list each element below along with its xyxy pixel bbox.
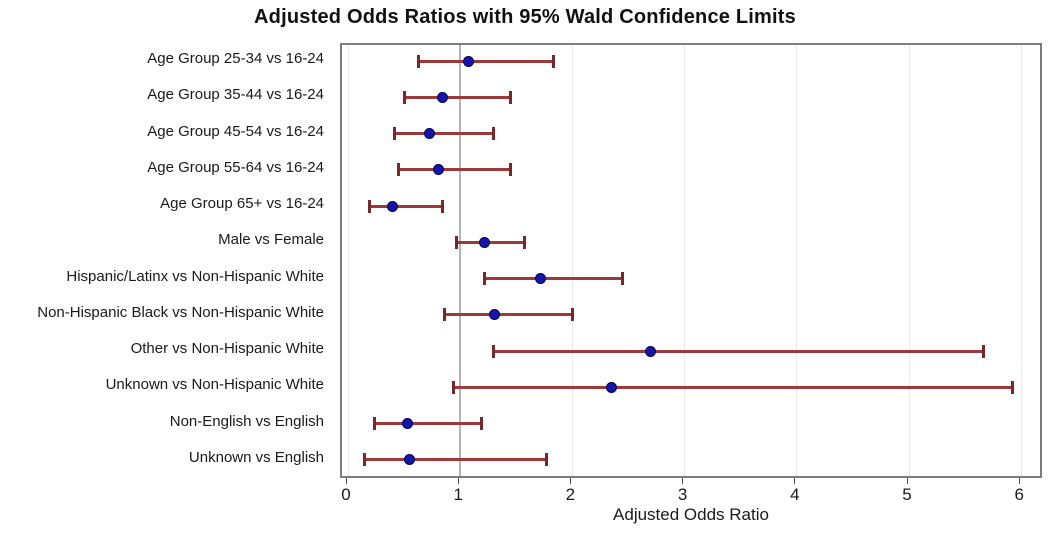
ci-cap-lower bbox=[455, 235, 459, 249]
ci-bar bbox=[484, 277, 623, 281]
x-tick-label: 1 bbox=[453, 485, 463, 504]
category-label: Non-English vs English bbox=[169, 412, 324, 430]
x-tick-mark bbox=[345, 478, 347, 484]
x-tick-mark bbox=[1018, 478, 1020, 484]
ci-cap-lower bbox=[492, 344, 496, 358]
ci-cap-lower bbox=[417, 54, 421, 68]
x-tick-label: 6 bbox=[1014, 485, 1024, 504]
x-tick-label: 3 bbox=[677, 485, 688, 504]
x-tick-label: 0 bbox=[341, 485, 351, 504]
ci-cap-upper bbox=[545, 453, 549, 467]
ci-bar bbox=[398, 168, 511, 172]
gridline-x-5 bbox=[908, 45, 910, 476]
gridline-x-3 bbox=[684, 45, 686, 476]
y-axis-category-labels: Age Group 25-34 vs 16-24 Age Group 35-44 … bbox=[0, 0, 330, 540]
ci-cap-lower bbox=[396, 163, 400, 177]
category-label: Male vs Female bbox=[218, 231, 324, 249]
ci-bar bbox=[369, 204, 443, 208]
gridline-x-4 bbox=[796, 45, 798, 476]
x-tick-mark bbox=[794, 478, 796, 484]
x-axis-title: Adjusted Odds Ratio bbox=[613, 505, 769, 524]
ci-bar bbox=[493, 349, 984, 353]
ci-cap-upper bbox=[570, 308, 574, 322]
ci-cap-upper bbox=[981, 344, 985, 358]
x-tick-mark bbox=[569, 478, 571, 484]
ci-bar bbox=[374, 422, 482, 426]
category-label: Age Group 65+ vs 16-24 bbox=[160, 195, 324, 213]
plot-area bbox=[340, 43, 1042, 478]
ci-cap-upper bbox=[551, 54, 555, 68]
or-marker bbox=[436, 91, 448, 103]
category-label: Age Group 25-34 vs 16-24 bbox=[147, 50, 324, 68]
ci-cap-upper bbox=[509, 163, 513, 177]
ci-bar bbox=[444, 313, 573, 317]
ci-cap-lower bbox=[367, 199, 371, 213]
ci-cap-lower bbox=[442, 308, 446, 322]
or-marker bbox=[387, 200, 399, 212]
gridline-x-6 bbox=[1020, 45, 1022, 476]
or-marker bbox=[404, 454, 416, 466]
or-marker bbox=[606, 381, 618, 393]
ci-cap-upper bbox=[1010, 380, 1014, 394]
ci-cap-upper bbox=[522, 235, 526, 249]
ci-bar bbox=[418, 59, 554, 63]
ci-cap-upper bbox=[621, 272, 625, 286]
gridline-x-0 bbox=[347, 45, 349, 476]
or-marker bbox=[401, 418, 413, 430]
ci-bar bbox=[453, 385, 1013, 389]
category-label: Non-Hispanic Black vs Non-Hispanic White bbox=[37, 303, 324, 321]
category-label: Other vs Non-Hispanic White bbox=[130, 340, 324, 358]
ci-bar bbox=[364, 458, 547, 462]
x-tick-label: 2 bbox=[565, 485, 576, 504]
category-label: Age Group 35-44 vs 16-24 bbox=[147, 86, 324, 104]
category-label: Hispanic/Latinx vs Non-Hispanic White bbox=[66, 267, 324, 285]
ci-cap-lower bbox=[373, 417, 377, 431]
or-marker bbox=[645, 345, 657, 357]
ci-bar bbox=[404, 95, 511, 99]
category-label: Unknown vs Non-Hispanic White bbox=[105, 376, 324, 394]
x-tick-mark bbox=[906, 478, 908, 484]
chart-title: Adjusted Odds Ratios with 95% Wald Confi… bbox=[254, 6, 796, 28]
reference-line bbox=[458, 45, 462, 476]
ci-cap-lower bbox=[402, 90, 406, 104]
or-marker bbox=[535, 273, 547, 285]
ci-cap-upper bbox=[509, 90, 513, 104]
ci-cap-lower bbox=[451, 380, 455, 394]
x-tick-mark bbox=[682, 478, 684, 484]
or-marker bbox=[479, 236, 491, 248]
category-label: Age Group 55-64 vs 16-24 bbox=[147, 158, 324, 176]
ci-bar bbox=[456, 240, 525, 244]
x-tick-label: 4 bbox=[790, 485, 800, 504]
category-label: Unknown vs English bbox=[188, 448, 324, 466]
ci-cap-upper bbox=[440, 199, 444, 213]
or-marker bbox=[462, 55, 474, 67]
gridline-x-2 bbox=[571, 45, 573, 476]
or-marker bbox=[424, 128, 436, 140]
ci-cap-upper bbox=[480, 417, 484, 431]
x-tick-mark bbox=[457, 478, 459, 484]
ci-bar bbox=[394, 132, 494, 136]
ci-cap-upper bbox=[492, 127, 496, 141]
ci-cap-lower bbox=[363, 453, 367, 467]
or-marker bbox=[433, 164, 445, 176]
x-tick-label: 5 bbox=[902, 485, 912, 504]
or-marker bbox=[489, 309, 501, 321]
ci-cap-lower bbox=[392, 127, 396, 141]
category-label: Age Group 45-54 vs 16-24 bbox=[147, 122, 324, 140]
ci-cap-lower bbox=[483, 272, 487, 286]
